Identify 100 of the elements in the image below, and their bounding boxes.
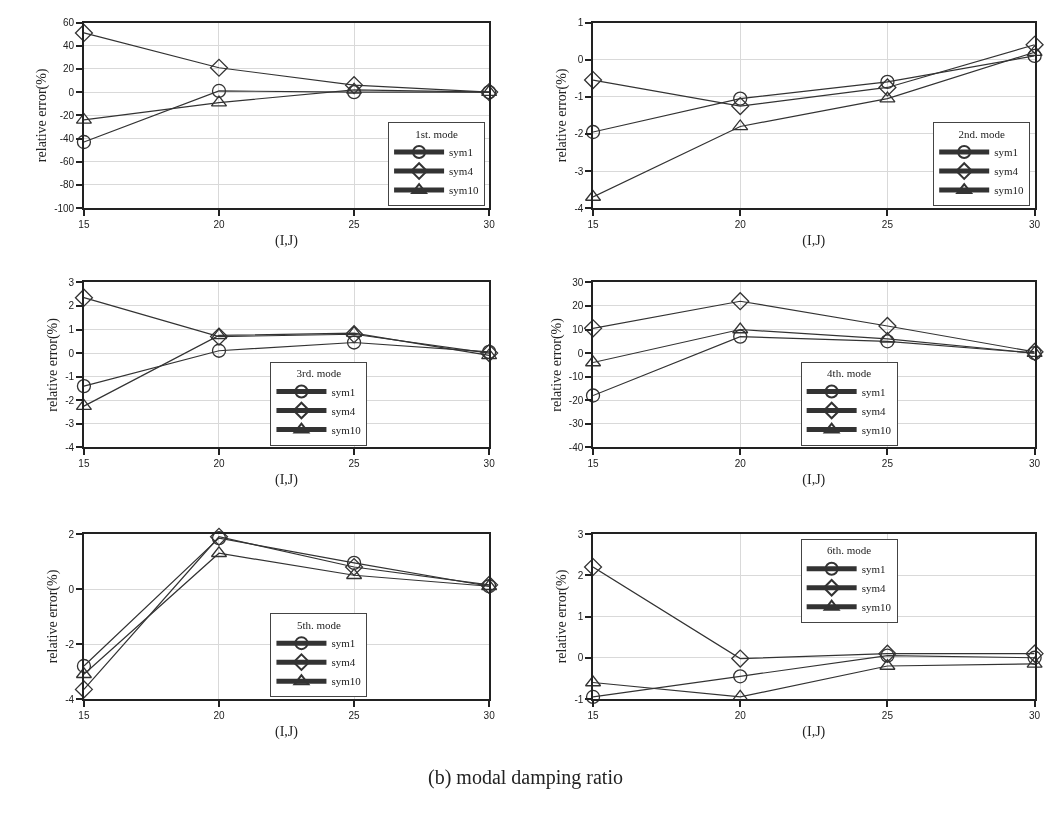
x-axis-title: (I,J) xyxy=(802,232,826,249)
x-tick-label: 20 xyxy=(734,709,747,721)
x-tick-label: 30 xyxy=(483,218,496,230)
x-tick-label: 25 xyxy=(348,458,361,470)
legend-label: sym1 xyxy=(861,563,886,576)
legend-label: sym1 xyxy=(449,146,473,159)
x-axis-title: (I,J) xyxy=(275,471,299,488)
y-tick-label: 0 xyxy=(577,652,584,664)
y-axis-title: relative error(%) xyxy=(548,317,565,412)
x-tick-label: 15 xyxy=(78,458,90,470)
legend-label: sym10 xyxy=(331,675,362,688)
x-tick-label: 20 xyxy=(734,458,747,470)
legend-title: 2nd. mode xyxy=(958,127,1005,140)
y-axis-title: relative error(%) xyxy=(554,569,571,664)
legend-label: sym10 xyxy=(861,423,892,436)
y-tick-label: -3 xyxy=(65,418,75,430)
y-tick-label: -20 xyxy=(568,394,584,406)
y-tick-label: 40 xyxy=(63,40,75,52)
y-tick-label: 0 xyxy=(577,347,584,359)
y-tick-label: 2 xyxy=(577,569,584,581)
text: (b) modal damping ratio xyxy=(428,766,623,789)
y-tick-label: -40 xyxy=(59,133,75,145)
y-tick-label: -2 xyxy=(574,128,584,140)
y-tick-label: -4 xyxy=(574,202,584,214)
legend-label: sym4 xyxy=(331,404,356,417)
legend-label: sym10 xyxy=(994,184,1025,197)
y-tick-label: 0 xyxy=(68,583,75,595)
x-tick-label: 15 xyxy=(587,709,600,721)
legend-label: sym4 xyxy=(861,404,886,417)
y-axis-title: relative error(%) xyxy=(34,68,51,163)
x-tick-label: 25 xyxy=(881,218,894,230)
legend-label: sym4 xyxy=(994,165,1019,178)
x-tick-label: 15 xyxy=(587,218,600,230)
x-tick-label: 25 xyxy=(881,709,894,721)
x-tick-label: 30 xyxy=(1029,218,1041,230)
y-tick-label: 0 xyxy=(68,347,75,359)
y-tick-label: -2 xyxy=(65,638,75,650)
y-tick-label: -1 xyxy=(574,693,584,705)
legend-label: sym4 xyxy=(331,656,356,669)
legend-title: 6th. mode xyxy=(827,544,872,557)
y-tick-label: 60 xyxy=(63,17,75,28)
y-tick-label: -20 xyxy=(59,109,75,121)
x-tick-label: 15 xyxy=(78,709,90,721)
legend-title: 5th. mode xyxy=(296,618,341,631)
legend-label: sym10 xyxy=(861,601,892,614)
y-tick-label: -100 xyxy=(54,202,75,214)
legend-label: sym10 xyxy=(331,423,362,436)
y-axis-title: relative error(%) xyxy=(45,317,62,412)
x-axis-title: (I,J) xyxy=(802,471,826,488)
y-tick-label: 0 xyxy=(68,86,75,98)
legend-title: 3rd. mode xyxy=(296,367,342,380)
y-tick-label: -10 xyxy=(568,371,584,383)
legend-label: sym1 xyxy=(331,385,356,398)
y-tick-label: -40 xyxy=(568,441,584,453)
y-tick-label: 10 xyxy=(572,324,584,336)
x-tick-label: 25 xyxy=(881,458,894,470)
y-axis-title: relative error(%) xyxy=(554,68,571,163)
y-tick-label: 1 xyxy=(577,17,584,28)
x-tick-label: 20 xyxy=(213,709,225,721)
y-tick-label: 3 xyxy=(68,276,75,288)
y-tick-label: 20 xyxy=(572,300,584,312)
legend-title: 4th. mode xyxy=(827,367,872,380)
legend-label: sym1 xyxy=(331,637,356,650)
x-tick-label: 15 xyxy=(78,218,90,230)
x-tick-label: 20 xyxy=(213,458,225,470)
y-tick-label: -30 xyxy=(568,418,584,430)
x-tick-label: 30 xyxy=(1029,709,1041,721)
x-tick-label: 30 xyxy=(483,458,496,470)
x-axis-title: (I,J) xyxy=(802,723,826,740)
legend-label: sym10 xyxy=(449,184,479,197)
x-axis-title: (I,J) xyxy=(275,723,299,740)
y-tick-label: 1 xyxy=(577,611,584,622)
y-tick-label: -1 xyxy=(574,91,584,103)
x-tick-label: 25 xyxy=(348,218,361,230)
y-tick-label: -2 xyxy=(65,394,75,406)
x-tick-label: 30 xyxy=(483,709,496,721)
x-tick-label: 20 xyxy=(213,218,225,230)
legend-label: sym1 xyxy=(994,146,1019,159)
y-axis-title: relative error(%) xyxy=(45,569,62,664)
legend-label: sym1 xyxy=(861,385,886,398)
legend-title: 1st. mode xyxy=(415,127,459,140)
y-tick-label: -1 xyxy=(65,371,75,383)
legend-label: sym4 xyxy=(449,165,474,178)
y-tick-label: 2 xyxy=(68,528,75,540)
y-tick-label: 1 xyxy=(68,324,75,336)
legend-label: sym4 xyxy=(861,582,886,595)
x-axis-title: (I,J) xyxy=(275,232,299,249)
y-tick-label: -4 xyxy=(65,693,75,705)
x-tick-label: 15 xyxy=(587,458,600,470)
y-tick-label: 3 xyxy=(577,528,584,540)
x-tick-label: 30 xyxy=(1029,458,1041,470)
y-tick-label: -4 xyxy=(65,441,75,453)
y-tick-label: 30 xyxy=(572,276,584,288)
y-tick-label: -60 xyxy=(59,156,75,168)
x-tick-label: 25 xyxy=(348,709,361,721)
x-tick-label: 20 xyxy=(734,218,747,230)
y-tick-label: 0 xyxy=(577,54,584,66)
y-tick-label: -80 xyxy=(59,179,75,191)
y-tick-label: -3 xyxy=(574,165,584,177)
y-tick-label: 2 xyxy=(68,300,75,312)
